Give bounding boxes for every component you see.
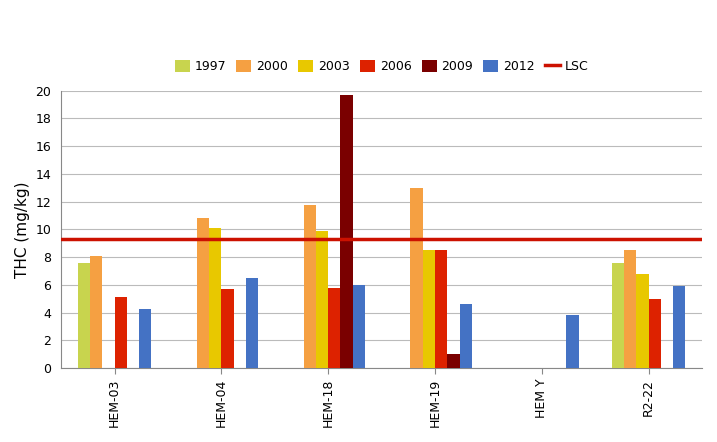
Bar xyxy=(115,297,127,368)
Bar xyxy=(447,354,460,368)
Bar xyxy=(649,299,661,368)
Bar xyxy=(316,231,328,368)
Bar xyxy=(246,278,258,368)
Bar xyxy=(566,316,579,368)
Bar xyxy=(423,250,435,368)
Bar xyxy=(353,285,365,368)
Bar xyxy=(341,95,353,368)
Bar xyxy=(612,263,624,368)
Bar xyxy=(209,228,222,368)
Bar xyxy=(196,218,209,368)
Bar xyxy=(222,289,234,368)
Bar xyxy=(303,205,316,368)
Y-axis label: THC (mg/kg): THC (mg/kg) xyxy=(15,181,30,278)
Bar xyxy=(90,256,103,368)
Bar xyxy=(139,309,151,368)
Bar xyxy=(636,274,649,368)
Legend: 1997, 2000, 2003, 2006, 2009, 2012, LSC: 1997, 2000, 2003, 2006, 2009, 2012, LSC xyxy=(169,55,594,78)
Bar xyxy=(410,188,423,368)
Bar xyxy=(77,263,90,368)
Bar xyxy=(624,250,636,368)
Bar xyxy=(328,288,341,368)
Bar xyxy=(673,286,685,368)
Bar xyxy=(460,305,472,368)
Bar xyxy=(435,250,447,368)
